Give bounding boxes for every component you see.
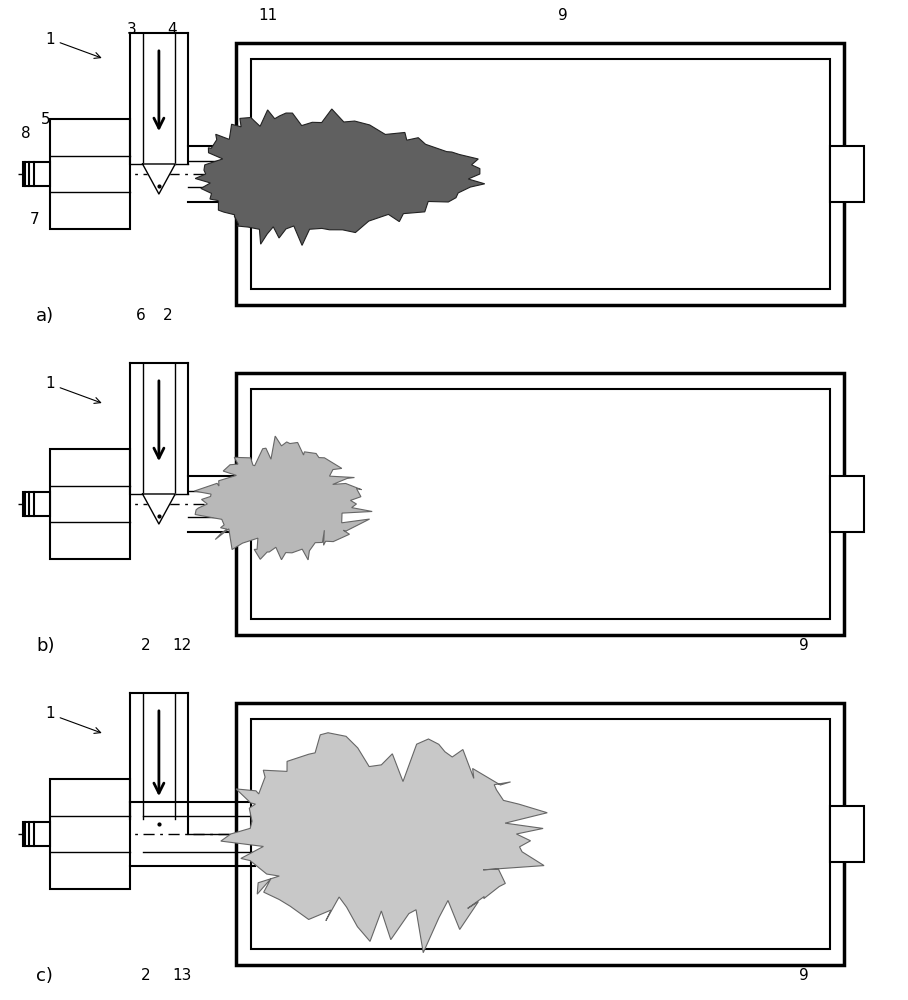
Text: 11: 11 — [258, 7, 278, 22]
Polygon shape — [143, 494, 175, 524]
Text: 9: 9 — [799, 638, 809, 652]
Bar — [236, 373, 844, 635]
Text: a): a) — [36, 307, 54, 325]
Bar — [50, 779, 130, 889]
Bar — [236, 43, 844, 305]
Text: 12: 12 — [172, 638, 192, 652]
Polygon shape — [221, 733, 548, 953]
Text: 2: 2 — [141, 638, 150, 652]
Bar — [251, 719, 830, 949]
Bar — [830, 476, 864, 532]
Text: 6: 6 — [136, 308, 145, 322]
Text: 7: 7 — [30, 212, 39, 227]
Text: 4: 4 — [168, 22, 177, 37]
Text: 13: 13 — [172, 968, 192, 982]
Bar — [236, 703, 844, 965]
Bar — [23, 492, 50, 516]
Bar — [50, 119, 130, 229]
Polygon shape — [195, 109, 485, 245]
Text: b): b) — [36, 637, 54, 655]
Text: c): c) — [36, 967, 54, 985]
Text: 8: 8 — [21, 126, 30, 141]
Text: 2: 2 — [163, 308, 173, 322]
Text: 1: 1 — [45, 31, 101, 58]
Bar — [830, 806, 864, 862]
Bar — [251, 59, 830, 289]
Text: 1: 1 — [45, 706, 101, 733]
Text: 3: 3 — [127, 22, 136, 37]
Polygon shape — [194, 436, 372, 560]
Bar — [830, 146, 864, 202]
Text: 9: 9 — [799, 968, 809, 982]
Text: 1: 1 — [45, 376, 101, 403]
Text: 5: 5 — [41, 111, 50, 126]
Bar — [23, 822, 50, 846]
Polygon shape — [143, 164, 175, 194]
Bar — [50, 449, 130, 559]
Bar — [251, 389, 830, 619]
Text: 9: 9 — [558, 7, 568, 22]
Bar — [23, 162, 50, 186]
Text: 2: 2 — [141, 968, 150, 982]
